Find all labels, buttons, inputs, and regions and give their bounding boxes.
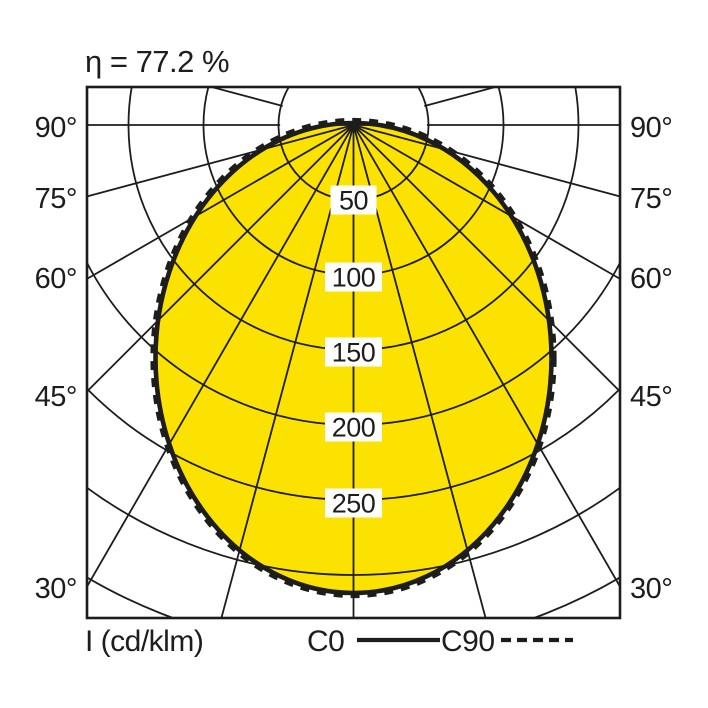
radial-label-box bbox=[330, 185, 377, 215]
angle-label-left-90: 90° bbox=[35, 112, 77, 144]
radial-label-100: 100 bbox=[332, 263, 376, 293]
angle-label-right-30: 30° bbox=[630, 573, 672, 605]
curve-c90-dashed bbox=[150, 117, 557, 599]
legend-c0-label: C0 bbox=[307, 625, 344, 658]
angle-label-left-60: 60° bbox=[35, 263, 77, 295]
radial-label-box bbox=[325, 262, 382, 292]
angle-label-left-45: 45° bbox=[35, 381, 77, 413]
angle-label-right-90: 90° bbox=[630, 112, 672, 144]
radial-label-box bbox=[325, 488, 382, 518]
angle-label-right-75: 75° bbox=[630, 183, 672, 215]
chart-title: η = 77.2 % bbox=[85, 44, 229, 79]
radial-value-labels: 50 100 150 200 250 bbox=[325, 185, 382, 519]
angle-label-left-30: 30° bbox=[35, 573, 77, 605]
legend-axis-unit: I (cd/klm) bbox=[85, 625, 203, 658]
plot-border bbox=[85, 85, 622, 620]
angle-labels-left: 90° 75° 60° 45° 30° bbox=[35, 112, 78, 605]
legend-c90-label: C90 bbox=[441, 625, 495, 658]
radial-label-box bbox=[325, 337, 382, 367]
angle-label-right-60: 60° bbox=[630, 263, 672, 295]
radial-label-250: 250 bbox=[332, 489, 376, 519]
radial-label-150: 150 bbox=[332, 338, 376, 368]
angle-label-left-75: 75° bbox=[35, 183, 77, 215]
legend: I (cd/klm) C0 C90 bbox=[85, 625, 573, 658]
radial-label-box bbox=[325, 412, 382, 442]
curve-c0-solid bbox=[153, 120, 554, 596]
angle-labels-right: 90° 75° 60° 45° 30° bbox=[630, 112, 673, 605]
radial-label-50: 50 bbox=[339, 186, 368, 216]
angle-label-right-45: 45° bbox=[630, 381, 672, 413]
radial-label-200: 200 bbox=[332, 413, 376, 443]
